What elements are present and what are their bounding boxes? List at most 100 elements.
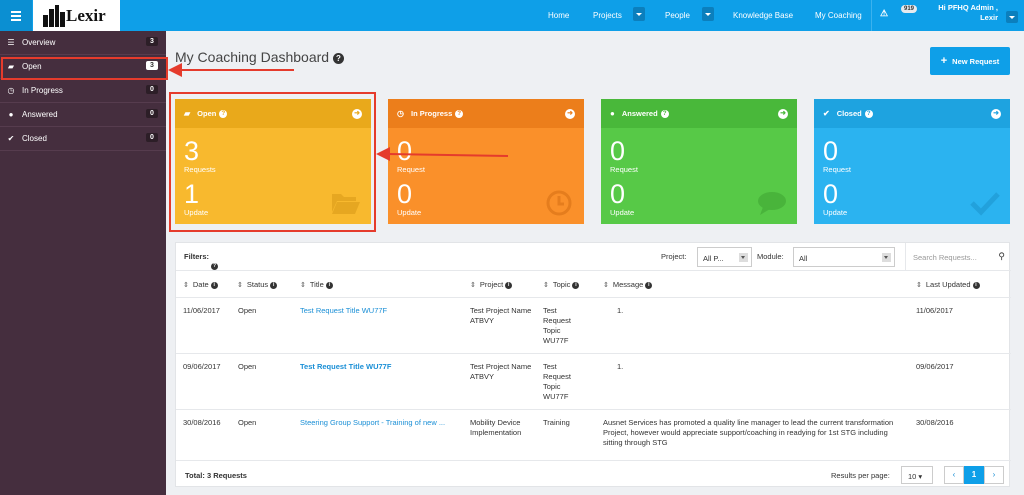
cell-title-link[interactable]: Test Request Title WU77F bbox=[300, 306, 388, 315]
new-request-label: New Request bbox=[952, 56, 1000, 66]
card-answered[interactable]: ● Answered ? ➜ 0 Request 0 Update bbox=[601, 99, 797, 224]
info-icon: i bbox=[325, 281, 333, 289]
search-input[interactable]: Search Requests... ⚲ bbox=[905, 243, 1011, 271]
arrow-right-icon[interactable]: ➜ bbox=[991, 108, 1001, 119]
user-menu-dropdown-icon[interactable] bbox=[1006, 11, 1018, 23]
help-icon[interactable]: ? bbox=[219, 109, 228, 118]
card-in-progress[interactable]: ◷ In Progress ? ➜ 0 Request 0 Update bbox=[388, 99, 584, 224]
module-filter-label: Module: bbox=[757, 252, 784, 261]
results-per-page-select[interactable]: 10 ▾ bbox=[901, 466, 933, 484]
card-open[interactable]: ▰ Open ? ➜ 3 Requests 1 Update bbox=[175, 99, 371, 224]
card-request-count: 0 bbox=[397, 136, 413, 166]
sort-icon: ⇕ bbox=[300, 282, 306, 289]
caret-down-icon: ▾ bbox=[916, 472, 923, 481]
help-icon[interactable]: ? bbox=[455, 109, 464, 118]
help-icon[interactable]: ? bbox=[660, 109, 669, 118]
cell-date: 30/08/2016 bbox=[183, 418, 221, 427]
nav-people[interactable]: People bbox=[665, 11, 690, 20]
column-header-status[interactable]: ⇕ Status i bbox=[237, 280, 278, 289]
column-header-date[interactable]: ⇕ Date i bbox=[183, 280, 218, 289]
cell-project: Mobility Device Implementation bbox=[470, 418, 522, 437]
new-request-button[interactable]: + New Request bbox=[930, 47, 1010, 75]
checkmark-watermark-icon bbox=[970, 192, 1000, 216]
card-update-count: 0 bbox=[610, 179, 626, 209]
top-navbar: Lexir Home Projects People Knowledge Bas… bbox=[0, 0, 1024, 31]
nav-my-coaching[interactable]: My Coaching bbox=[815, 11, 862, 20]
cell-project: Test Project Name ATBVY bbox=[470, 306, 532, 325]
header-label: Topic bbox=[552, 280, 571, 289]
hamburger-menu-icon[interactable] bbox=[0, 0, 32, 31]
project-select-value: All P... bbox=[703, 254, 724, 263]
cell-message: Ausnet Services has promoted a quality l… bbox=[603, 418, 894, 447]
table-row[interactable]: 09/06/2017 Open Test Request Title WU77F… bbox=[176, 354, 1011, 410]
projects-dropdown-icon[interactable] bbox=[633, 7, 645, 21]
sort-icon: ⇕ bbox=[603, 282, 609, 289]
card-header: ◷ In Progress ? ➜ bbox=[388, 99, 584, 128]
column-header-message[interactable]: ⇕ Message i bbox=[603, 280, 653, 289]
info-icon: i bbox=[270, 281, 278, 289]
results-per-page-label: Results per page: bbox=[831, 471, 890, 480]
pagination: ‹ 1 › bbox=[944, 466, 1004, 484]
nav-home[interactable]: Home bbox=[548, 11, 570, 20]
info-icon[interactable]: ? bbox=[211, 262, 219, 270]
page-title-text: My Coaching Dashboard bbox=[175, 49, 330, 65]
column-header-title[interactable]: ⇕ Title i bbox=[300, 280, 333, 289]
module-select[interactable]: All bbox=[793, 247, 895, 267]
sidebar-count-badge: 0 bbox=[146, 133, 158, 142]
card-update-label: Update bbox=[184, 208, 209, 217]
card-closed[interactable]: ✔ Closed ? ➜ 0 Request 0 Update bbox=[814, 99, 1010, 224]
sidebar-item-in-progress[interactable]: ◷ In Progress 0 bbox=[0, 79, 166, 103]
filters-bar: Filters: ? Project: All P... Module: All… bbox=[176, 243, 1011, 271]
arrow-right-icon[interactable]: ➜ bbox=[352, 108, 362, 119]
card-request-label: Request bbox=[823, 165, 851, 174]
sidebar-item-answered[interactable]: ● Answered 0 bbox=[0, 103, 166, 127]
clock-icon: ◷ bbox=[397, 109, 404, 118]
table-row[interactable]: 11/06/2017 Open Test Request Title WU77F… bbox=[176, 298, 1011, 354]
header-label: Status bbox=[246, 280, 269, 289]
warning-icon[interactable]: ⚠ bbox=[880, 8, 889, 18]
card-request-label: Request bbox=[610, 165, 638, 174]
search-icon[interactable]: ⚲ bbox=[998, 251, 1005, 261]
sidebar-item-closed[interactable]: ✔ Closed 0 bbox=[0, 127, 166, 151]
project-select[interactable]: All P... bbox=[697, 247, 752, 267]
user-greeting[interactable]: Hi PFHQ Admin , Lexir bbox=[928, 3, 998, 23]
card-update-count: 1 bbox=[184, 179, 200, 209]
cell-last-updated: 09/06/2017 bbox=[916, 362, 954, 371]
arrow-right-icon[interactable]: ➜ bbox=[778, 108, 788, 119]
cell-title-link[interactable]: Test Request Title WU77F bbox=[300, 362, 392, 371]
help-icon[interactable]: ? bbox=[332, 52, 344, 64]
column-header-topic[interactable]: ⇕ Topic i bbox=[543, 280, 580, 289]
help-icon[interactable]: ? bbox=[864, 109, 873, 118]
card-update-label: Update bbox=[823, 208, 848, 217]
check-icon: ✔ bbox=[823, 109, 830, 118]
column-header-last-updated[interactable]: ⇕ Last Updated i bbox=[916, 280, 980, 289]
info-icon: i bbox=[645, 281, 653, 289]
results-per-page-value: 10 bbox=[908, 472, 917, 481]
filters-label: Filters: ? bbox=[184, 252, 219, 270]
people-dropdown-icon[interactable] bbox=[702, 7, 714, 21]
sidebar-item-overview[interactable]: ☰ Overview 3 bbox=[0, 31, 166, 55]
folder-open-icon: ▰ bbox=[7, 62, 15, 71]
card-title: Closed bbox=[836, 109, 862, 118]
filters-label-text: Filters: bbox=[184, 252, 210, 261]
pagination-prev-button[interactable]: ‹ bbox=[944, 466, 964, 484]
sort-icon: ⇕ bbox=[543, 282, 549, 289]
nav-projects[interactable]: Projects bbox=[593, 11, 622, 20]
total-requests: Total: 3 Requests bbox=[185, 471, 247, 480]
arrow-right-icon[interactable]: ➜ bbox=[565, 108, 575, 119]
column-header-project[interactable]: ⇕ Project i bbox=[470, 280, 513, 289]
card-update-label: Update bbox=[397, 208, 422, 217]
pagination-next-button[interactable]: › bbox=[984, 466, 1004, 484]
lexir-logo[interactable]: Lexir bbox=[33, 0, 120, 31]
nav-knowledge-base[interactable]: Knowledge Base bbox=[733, 11, 794, 20]
cell-project: Test Project Name ATBVY bbox=[470, 362, 532, 381]
pagination-page-button[interactable]: 1 bbox=[964, 466, 984, 484]
cell-topic: Test Request Topic WU77F bbox=[543, 306, 571, 345]
sort-icon: ⇕ bbox=[237, 282, 243, 289]
card-title: Open bbox=[197, 109, 217, 118]
cell-title-link[interactable]: Steering Group Support - Training of new… bbox=[300, 418, 446, 427]
table-row[interactable]: 30/08/2016 Open Steering Group Support -… bbox=[176, 410, 1011, 461]
card-update-count: 0 bbox=[823, 179, 839, 209]
notification-badge[interactable]: 919 bbox=[901, 5, 918, 13]
sidebar-count-badge: 0 bbox=[146, 109, 158, 118]
